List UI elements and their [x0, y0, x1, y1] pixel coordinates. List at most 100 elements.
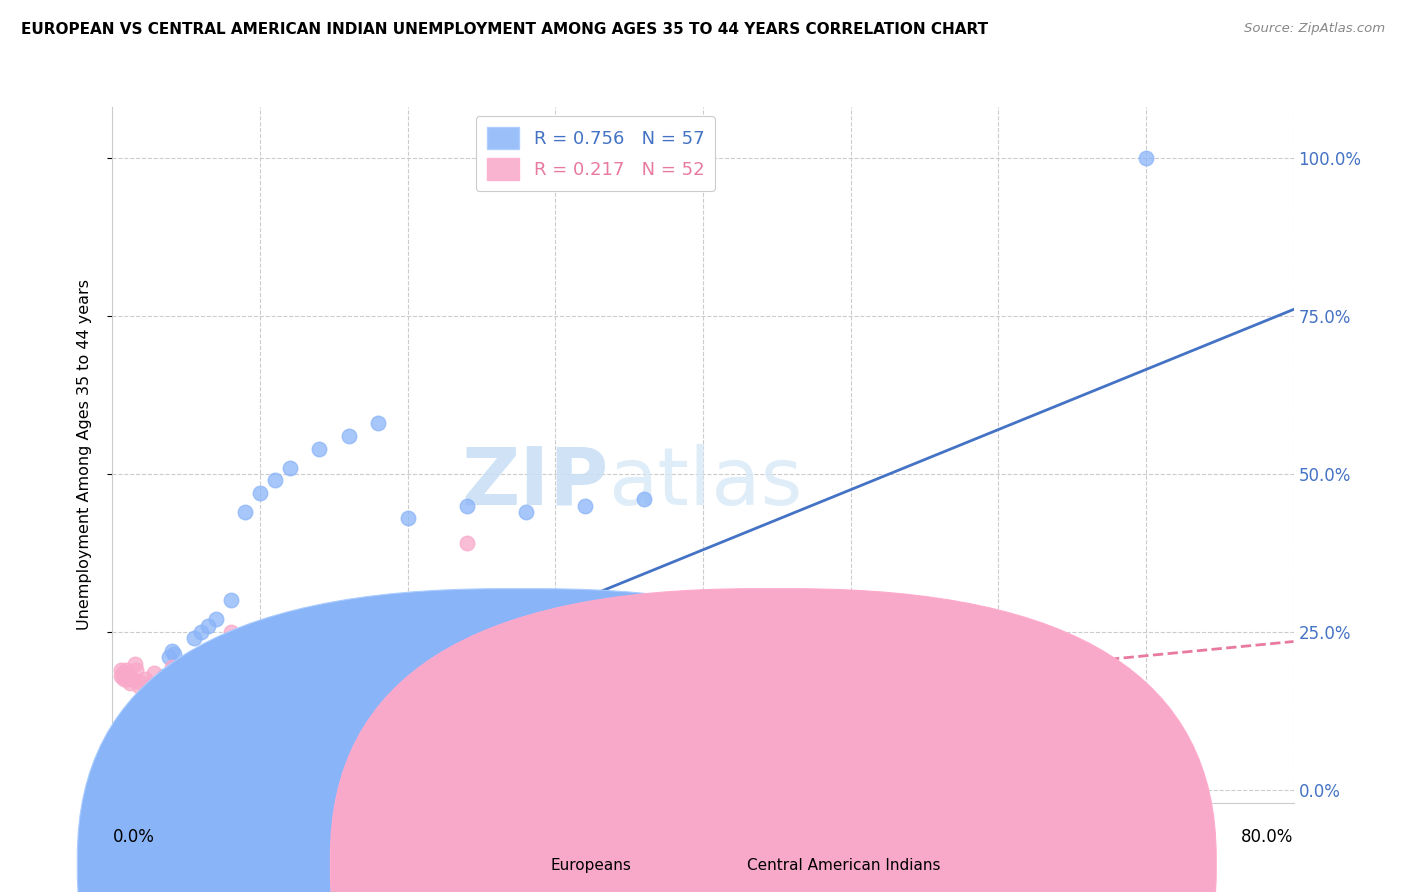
Point [105, 780, 128, 794]
Point [160, 644, 183, 658]
Point [174, 771, 197, 785]
Point [111, 777, 134, 791]
Text: ZIP: ZIP [461, 443, 609, 522]
Text: EUROPEAN VS CENTRAL AMERICAN INDIAN UNEMPLOYMENT AMONG AGES 35 TO 44 YEARS CORRE: EUROPEAN VS CENTRAL AMERICAN INDIAN UNEM… [21, 22, 988, 37]
Point [574, 499, 596, 513]
Point [117, 777, 138, 791]
Point [1135, 151, 1157, 165]
Point [110, 780, 132, 794]
Point [163, 647, 186, 661]
Point [117, 673, 138, 687]
Point [110, 778, 132, 792]
Point [107, 778, 129, 792]
Point [120, 777, 142, 791]
Point [131, 773, 153, 788]
Point [142, 666, 165, 681]
Point [337, 429, 360, 443]
Point [134, 777, 156, 791]
Point [122, 780, 145, 794]
Point [146, 679, 169, 693]
Point [108, 780, 131, 794]
Point [574, 657, 596, 671]
Point [278, 460, 301, 475]
Text: 0.0%: 0.0% [112, 828, 155, 846]
Text: atlas: atlas [609, 443, 803, 522]
Point [308, 442, 330, 456]
Point [172, 764, 194, 779]
Point [515, 780, 537, 794]
Point [122, 673, 145, 687]
Point [396, 511, 419, 525]
Point [153, 669, 176, 683]
Point [839, 657, 862, 671]
Point [337, 777, 360, 791]
Point [105, 780, 128, 794]
Point [142, 771, 165, 785]
Point [128, 679, 150, 693]
Point [278, 773, 301, 788]
Point [114, 663, 136, 677]
Point [104, 780, 127, 794]
Point [160, 660, 183, 674]
Text: Source: ZipAtlas.com: Source: ZipAtlas.com [1244, 22, 1385, 36]
Point [205, 612, 228, 626]
Point [190, 625, 212, 640]
Point [121, 778, 143, 792]
Point [190, 666, 212, 681]
Point [125, 663, 148, 677]
Point [112, 780, 135, 794]
Point [124, 657, 146, 671]
Point [105, 777, 128, 791]
Point [264, 622, 287, 636]
Point [205, 681, 228, 696]
Point [110, 669, 132, 683]
Point [308, 777, 330, 791]
Point [103, 780, 125, 794]
Point [138, 772, 160, 786]
Point [219, 625, 242, 640]
Point [112, 778, 135, 792]
Point [131, 675, 153, 690]
Point [456, 499, 478, 513]
Point [367, 417, 389, 431]
Point [121, 673, 143, 687]
Point [219, 593, 242, 607]
Point [111, 666, 134, 681]
Point [118, 778, 141, 792]
Point [174, 673, 197, 687]
Point [138, 679, 160, 693]
Point [515, 505, 537, 519]
Point [146, 769, 169, 783]
Point [111, 780, 134, 794]
Point [120, 675, 142, 690]
Point [103, 780, 125, 794]
Point [107, 780, 129, 794]
Point [108, 777, 131, 791]
Point [104, 777, 127, 791]
Point [104, 780, 127, 794]
Point [183, 657, 205, 671]
Point [233, 767, 256, 781]
Point [111, 669, 134, 683]
Point [633, 492, 655, 507]
Point [233, 505, 256, 519]
Point [117, 780, 138, 794]
Point [197, 673, 219, 687]
Point [292, 685, 315, 699]
Legend: R = 0.756   N = 57, R = 0.217   N = 52: R = 0.756 N = 57, R = 0.217 N = 52 [475, 116, 716, 191]
Point [197, 618, 219, 632]
Point [118, 669, 141, 683]
Point [183, 632, 205, 646]
Point [114, 780, 136, 794]
Point [153, 675, 176, 690]
Point [323, 780, 346, 794]
Point [105, 778, 128, 792]
Point [352, 688, 374, 702]
Point [396, 657, 419, 671]
Point [108, 780, 131, 794]
Y-axis label: Unemployment Among Ages 35 to 44 years: Unemployment Among Ages 35 to 44 years [77, 279, 91, 631]
Text: Central American Indians: Central American Indians [747, 858, 941, 873]
Point [167, 669, 190, 683]
Point [167, 666, 190, 681]
Point [157, 650, 180, 665]
